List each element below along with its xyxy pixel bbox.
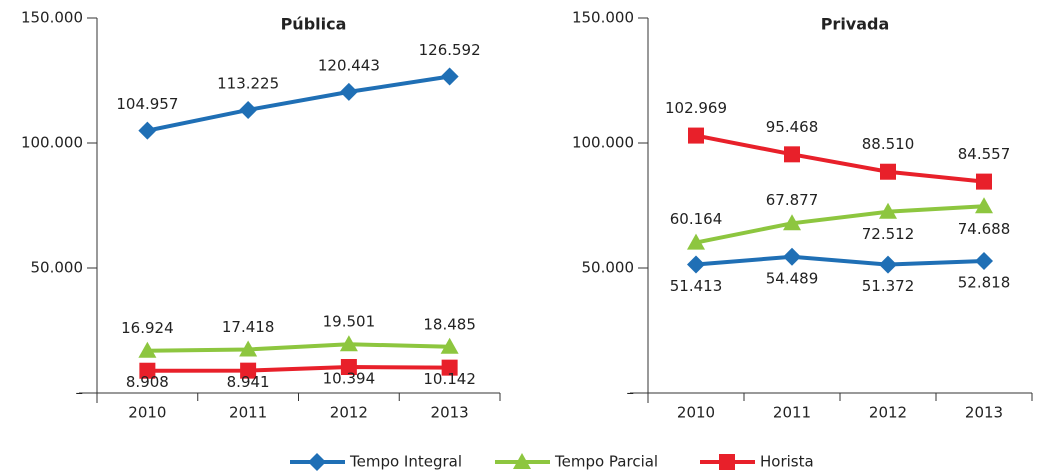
- data-label: 74.688: [958, 220, 1011, 238]
- data-point: [441, 359, 458, 376]
- data-label: 113.225: [217, 74, 279, 92]
- y-tick-label: 50.000: [582, 259, 635, 277]
- data-label: 51.372: [862, 277, 915, 295]
- y-tick-label: 50.000: [31, 259, 84, 277]
- chart-title: Privada: [821, 15, 890, 34]
- data-point: [783, 214, 801, 231]
- legend-marker: [308, 453, 326, 471]
- data-point: [239, 340, 258, 357]
- data-point: [687, 255, 705, 274]
- data-point: [138, 121, 157, 140]
- x-tick-label: 2010: [128, 404, 166, 422]
- data-point: [976, 173, 992, 190]
- chart-title: Pública: [281, 15, 347, 34]
- x-tick-label: 2011: [773, 404, 811, 422]
- data-point: [440, 337, 459, 354]
- data-point: [138, 341, 157, 358]
- data-point: [783, 247, 801, 266]
- data-label: 60.164: [670, 210, 723, 228]
- legend-marker: [513, 453, 531, 469]
- data-label: 52.818: [958, 273, 1011, 291]
- x-tick-label: 2013: [965, 404, 1003, 422]
- data-label: 84.557: [958, 145, 1011, 163]
- data-point: [440, 67, 459, 86]
- data-label: 120.443: [318, 56, 380, 74]
- x-tick-label: 2011: [229, 404, 267, 422]
- y-tick-label: –: [76, 384, 84, 402]
- data-point: [339, 82, 358, 101]
- data-point: [879, 255, 897, 274]
- data-label: 95.468: [766, 118, 819, 136]
- data-label: 51.413: [670, 277, 723, 295]
- y-tick-label: 100.000: [21, 134, 83, 152]
- legend-label: Tempo Integral: [349, 453, 462, 471]
- x-tick-label: 2010: [677, 404, 715, 422]
- x-tick-label: 2012: [330, 404, 368, 422]
- legend-label: Tempo Parcial: [554, 453, 658, 471]
- data-point: [339, 335, 358, 352]
- data-label: 88.510: [862, 135, 915, 153]
- x-tick-label: 2012: [869, 404, 907, 422]
- y-tick-label: 100.000: [572, 134, 634, 152]
- data-point: [340, 359, 357, 376]
- y-tick-label: 150.000: [21, 9, 83, 27]
- x-tick-label: 2013: [431, 404, 469, 422]
- data-label: 72.512: [862, 225, 915, 243]
- data-label: 54.489: [766, 269, 819, 287]
- series-line: [695, 204, 985, 245]
- data-label: 102.969: [665, 99, 727, 117]
- data-label: 8.941: [227, 373, 270, 391]
- data-label: 19.501: [323, 313, 376, 331]
- data-label: 16.924: [121, 319, 174, 337]
- data-point: [239, 100, 258, 119]
- data-point: [240, 362, 257, 379]
- data-point: [975, 251, 993, 270]
- data-label: 67.877: [766, 191, 819, 209]
- data-label: 18.485: [423, 315, 476, 333]
- data-point: [688, 127, 704, 144]
- data-label: 126.592: [419, 41, 481, 59]
- data-label: 8.908: [126, 373, 169, 391]
- series-line: [695, 133, 985, 184]
- legend-marker: [719, 454, 735, 470]
- data-label: 10.394: [323, 370, 376, 388]
- data-point: [139, 362, 156, 379]
- y-tick-label: 150.000: [572, 9, 634, 27]
- series-line: [147, 365, 450, 373]
- data-label: 104.957: [116, 95, 178, 113]
- y-tick-label: –: [627, 384, 635, 402]
- series-line: [147, 342, 450, 353]
- data-point: [687, 233, 705, 250]
- data-point: [880, 163, 896, 180]
- data-point: [784, 146, 800, 163]
- data-point: [879, 202, 897, 219]
- data-label: 17.418: [222, 318, 275, 336]
- data-label: 10.142: [423, 370, 476, 388]
- series-line: [146, 74, 450, 133]
- legend-label: Horista: [760, 453, 814, 471]
- series-line: [695, 254, 985, 267]
- data-point: [975, 197, 993, 214]
